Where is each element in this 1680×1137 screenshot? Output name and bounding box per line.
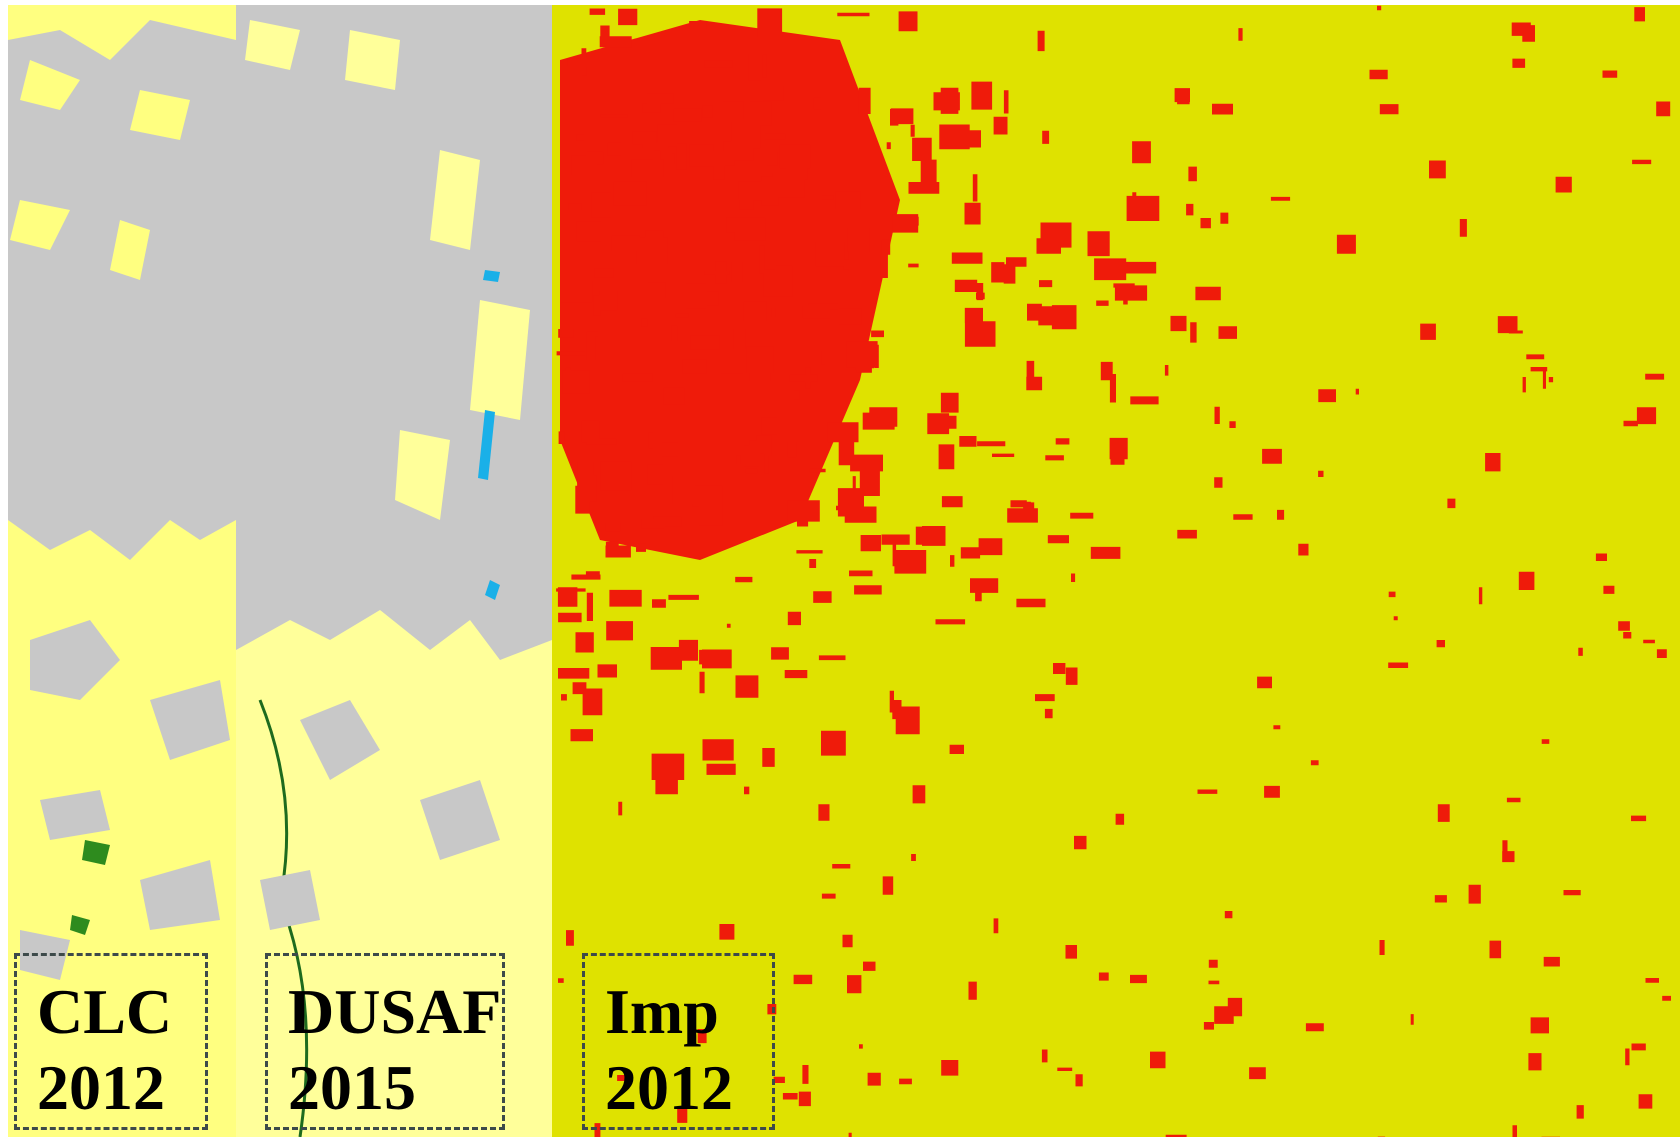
panel-label: 2012	[605, 1050, 772, 1126]
panel-label: 2012	[37, 1050, 205, 1126]
page: CLC 2012 DUSAF 2015 Imp 2012	[0, 0, 1680, 1137]
label-box: DUSAF 2015	[265, 953, 505, 1130]
label-box: CLC 2012	[14, 953, 208, 1130]
map-figure	[0, 0, 1680, 1137]
panel-label: Imp	[605, 974, 772, 1050]
panel-label: 2015	[288, 1050, 502, 1126]
label-box: Imp 2012	[582, 953, 775, 1130]
panel-label: CLC	[37, 974, 205, 1050]
panel-label: DUSAF	[288, 974, 502, 1050]
